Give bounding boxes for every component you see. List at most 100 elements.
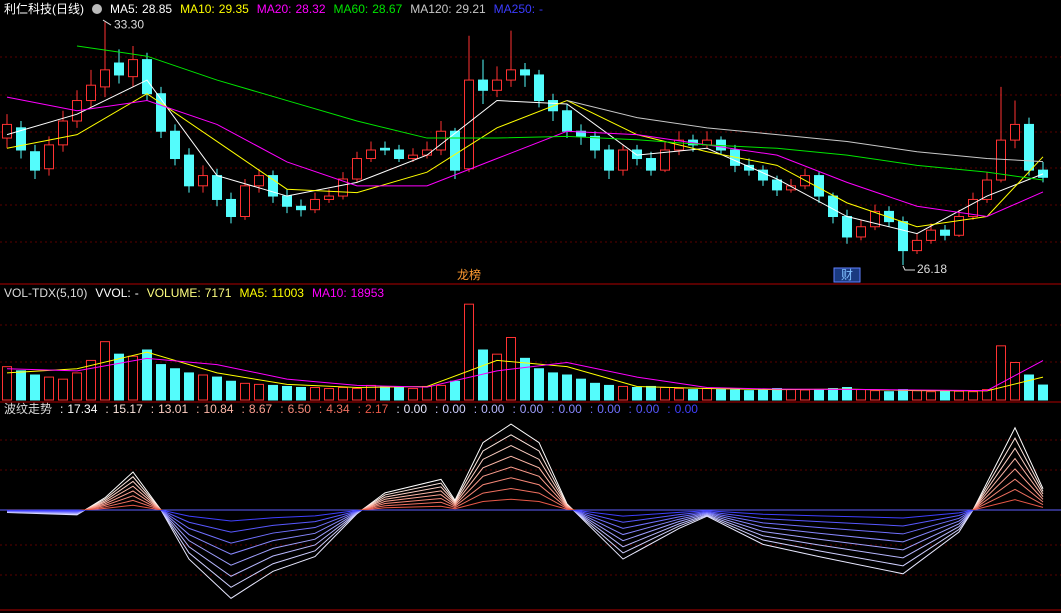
candle-body xyxy=(170,130,180,160)
wave-line-down xyxy=(6,510,974,577)
readout-value: 4.34 xyxy=(326,402,350,416)
candle-body xyxy=(324,195,334,200)
readout: :8.67 xyxy=(242,401,273,417)
price-header: 利仁科技(日线) MA5: 28.85 MA10: 29.35 MA20: 28.32 MA6… xyxy=(4,1,543,17)
legend-name: MA250 xyxy=(493,2,532,16)
legend-entry: VVOL: - xyxy=(95,285,138,301)
volume-bar xyxy=(646,385,656,401)
ma-line xyxy=(6,79,1044,235)
readout-sep: : xyxy=(150,402,155,416)
readout-value: 15.17 xyxy=(112,402,143,416)
volume-bar xyxy=(268,384,278,401)
ma-line xyxy=(566,100,1044,163)
volume-bar xyxy=(30,374,40,401)
candle-body xyxy=(520,69,530,76)
candle-body xyxy=(58,120,68,146)
readout: :0.00 xyxy=(474,401,505,417)
readout-sep: : xyxy=(357,402,361,416)
volume-ma-line xyxy=(6,357,1044,392)
readout: :10.84 xyxy=(196,401,233,417)
candle-body xyxy=(114,62,124,76)
menu-icon xyxy=(92,4,102,14)
readout-value: 13.01 xyxy=(158,402,189,416)
candle-body xyxy=(856,226,866,238)
volume-bar xyxy=(296,387,306,401)
legend-sep: : xyxy=(448,2,452,16)
volume-bar xyxy=(394,387,404,401)
candle-body xyxy=(352,158,362,180)
candle-body xyxy=(128,59,138,78)
ma-line xyxy=(76,45,1044,181)
legend-name: MA60 xyxy=(333,2,365,16)
readout-sep: : xyxy=(105,402,109,416)
candle-body xyxy=(646,158,656,171)
readout-value: 10.84 xyxy=(203,402,234,416)
min-label: 26.18 xyxy=(917,262,947,276)
candle-body xyxy=(576,130,586,137)
legend-entry: VOLUME: 7171 xyxy=(147,285,232,301)
candle-body xyxy=(380,147,390,151)
readout-sep: : xyxy=(396,402,400,416)
candle-body xyxy=(366,149,376,160)
candle-body xyxy=(842,216,852,238)
legend-name: MA5 xyxy=(110,2,135,16)
volume-bar xyxy=(954,390,964,401)
candle-body xyxy=(86,84,96,102)
legend-sep: : xyxy=(127,286,131,300)
volume-bar xyxy=(688,389,698,401)
volume-bar xyxy=(772,388,782,401)
readout-sep: : xyxy=(435,402,439,416)
readout-sep: : xyxy=(589,402,594,416)
readout-sep: : xyxy=(318,402,323,416)
legend-sep: : xyxy=(288,2,292,16)
legend-name: MA120 xyxy=(410,2,449,16)
candle-body xyxy=(30,151,40,171)
volume-bar xyxy=(100,341,110,401)
volume-bar xyxy=(758,389,768,401)
wave-line-down xyxy=(6,510,974,588)
volume-bar xyxy=(618,385,628,401)
volume-bar xyxy=(352,388,362,401)
readout-sep: : xyxy=(196,402,200,416)
readout-value: 8.67 xyxy=(248,402,273,416)
wave-line-up xyxy=(83,445,1044,510)
volume-bar xyxy=(2,366,12,401)
legend-entry: MA5: 11003 xyxy=(239,285,304,301)
volume-bar xyxy=(380,385,390,401)
legend-value: 28.67 xyxy=(372,2,403,16)
volume-bar xyxy=(436,384,446,401)
wave-line-down xyxy=(6,510,974,555)
chart-title: VOL-TDX(5,10) xyxy=(4,286,88,300)
candle-body xyxy=(254,175,264,187)
readout: :6.50 xyxy=(280,401,311,417)
readout-sep: : xyxy=(473,402,478,416)
legend-sep: : xyxy=(531,2,536,16)
volume-bar xyxy=(534,368,544,401)
legend-sep: : xyxy=(211,2,215,16)
volume-bar xyxy=(940,390,950,401)
candle-body xyxy=(940,229,950,236)
volume-bar xyxy=(450,380,460,401)
readout-value: 0.00 xyxy=(442,402,466,416)
readout: :2.17 xyxy=(358,401,389,417)
candle-body xyxy=(1010,123,1020,141)
candle-body xyxy=(562,110,572,132)
chart-title: 利仁科技(日线) xyxy=(4,2,84,16)
wave-line-down xyxy=(6,510,976,522)
wave-line-up xyxy=(83,466,1044,510)
volume-bar xyxy=(996,345,1006,401)
volume-bar xyxy=(842,387,852,401)
candle-body xyxy=(982,179,992,200)
legend-name: MA10 xyxy=(311,286,344,300)
volume-bar xyxy=(926,391,936,401)
volume-bar xyxy=(170,368,180,401)
readout: :0.00 xyxy=(512,401,543,417)
legend-value: - xyxy=(134,286,139,300)
volume-bar xyxy=(408,388,418,401)
candle-body xyxy=(198,175,208,187)
candle-body xyxy=(408,154,418,160)
legend-entry: MA20: 28.32 xyxy=(257,1,326,17)
legend-entry: MA120: 29.21 xyxy=(410,1,485,17)
readout-value: 17.34 xyxy=(67,402,98,416)
legend-sep: : xyxy=(197,286,201,300)
